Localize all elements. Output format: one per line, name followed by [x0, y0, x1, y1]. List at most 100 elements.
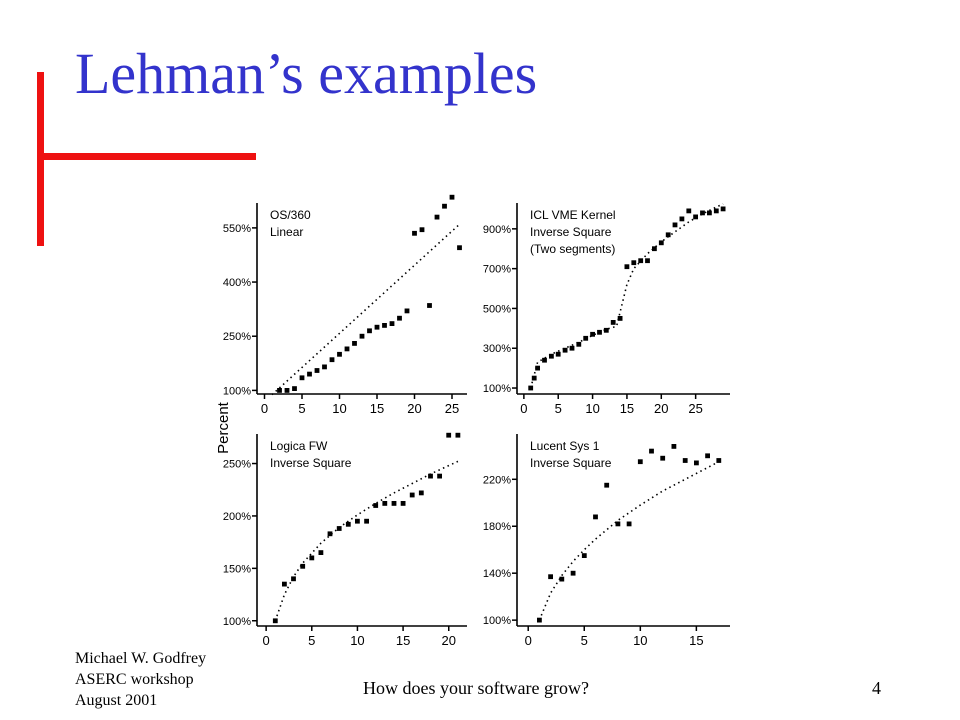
x-tick-label: 5 — [581, 633, 588, 648]
data-point — [671, 444, 677, 449]
x-tick-label: 20 — [442, 633, 456, 648]
y-tick-label: 900% — [483, 224, 511, 236]
data-point — [693, 214, 698, 220]
data-point — [652, 246, 657, 252]
panel-3: 100% 150% 200% 250% 0 5 10 15 20 Logica FW Inverse… — [223, 432, 467, 648]
x-tick-label: 5 — [555, 401, 562, 416]
x-tick-label: 10 — [332, 401, 346, 416]
data-point — [391, 501, 397, 506]
data-point — [446, 432, 452, 438]
panel-title: Logica FW — [270, 439, 328, 453]
panel-subtitle: Inverse Square — [530, 456, 612, 470]
x-tick-label: 20 — [407, 401, 421, 416]
data-point — [292, 386, 297, 391]
panel-4: 100% 140% 180% 220% 0 5 10 15 Lucent Sys 1 Invers… — [483, 434, 730, 648]
data-point — [382, 323, 387, 328]
y-tick-label: 100% — [223, 385, 251, 397]
data-point — [284, 388, 290, 393]
data-point — [389, 321, 395, 326]
data-point — [299, 375, 305, 381]
y-tick-label: 150% — [223, 563, 251, 575]
x-tick-label: 25 — [688, 401, 702, 416]
fit-curve — [538, 460, 720, 621]
data-point — [686, 208, 692, 214]
x-tick-label: 0 — [261, 401, 268, 416]
accent-horizontal-bar — [37, 153, 256, 160]
data-point — [419, 227, 425, 233]
y-tick-label: 400% — [223, 277, 251, 289]
data-point — [282, 581, 287, 587]
data-point — [694, 460, 699, 466]
data-point — [374, 324, 380, 330]
data-point — [624, 264, 630, 270]
data-point — [555, 351, 561, 357]
data-point — [535, 365, 540, 371]
data-point — [617, 316, 623, 321]
data-point — [549, 353, 554, 359]
data-point — [581, 553, 587, 558]
data-point — [336, 526, 342, 531]
data-point — [590, 331, 595, 337]
data-point — [428, 473, 433, 479]
data-point — [542, 357, 547, 363]
x-tick-label: 20 — [654, 401, 668, 416]
data-point — [329, 357, 335, 363]
y-tick-label: 100% — [483, 383, 511, 395]
data-point — [720, 206, 726, 212]
data-point — [705, 453, 710, 459]
data-point — [442, 203, 447, 209]
x-tick-label: 5 — [298, 401, 305, 416]
data-point — [604, 482, 610, 488]
data-point — [412, 230, 417, 236]
panel-subtitle: Inverse Square — [530, 225, 612, 239]
y-tick-label: 100% — [483, 615, 511, 627]
x-tick-label: 10 — [350, 633, 364, 648]
panel-title: ICL VME Kernel — [530, 208, 616, 222]
data-point — [427, 303, 432, 308]
footer-author: Michael W. Godfrey — [75, 650, 207, 667]
data-point — [626, 521, 632, 527]
data-point — [337, 351, 342, 357]
footer-event: ASERC workshop — [75, 671, 194, 688]
x-tick-label: 25 — [445, 401, 459, 416]
y-tick-label: 200% — [223, 511, 251, 523]
data-point — [397, 315, 402, 321]
y-tick-label: 300% — [483, 343, 511, 355]
data-point — [700, 210, 705, 216]
data-point — [345, 521, 351, 527]
data-point — [344, 346, 350, 352]
data-point — [569, 345, 575, 351]
data-point — [603, 327, 609, 333]
data-point — [367, 328, 372, 334]
y-tick-label: 100% — [223, 616, 251, 628]
x-tick-label: 15 — [370, 401, 384, 416]
panel-title: Lucent Sys 1 — [530, 439, 600, 453]
data-point — [631, 260, 637, 266]
x-tick-label: 0 — [525, 633, 532, 648]
data-point — [531, 375, 537, 381]
data-point — [307, 371, 312, 377]
data-point — [352, 341, 357, 346]
data-point — [418, 490, 424, 496]
data-point — [593, 514, 598, 520]
x-tick-label: 15 — [689, 633, 703, 648]
data-point — [272, 618, 278, 624]
panel-title: OS/360 — [270, 208, 311, 222]
x-tick-label: 10 — [585, 401, 599, 416]
data-point — [382, 501, 388, 506]
data-point — [610, 320, 616, 325]
data-point — [637, 459, 643, 465]
data-point — [404, 308, 410, 314]
footer-title: How does your software grow? — [363, 678, 589, 698]
data-point — [548, 574, 553, 580]
data-point — [277, 388, 282, 393]
data-point — [364, 518, 369, 524]
data-point — [400, 501, 406, 506]
data-point — [359, 333, 365, 339]
data-point — [679, 216, 685, 222]
data-point — [373, 503, 379, 508]
data-point — [355, 518, 360, 524]
data-point — [682, 458, 688, 463]
data-point — [713, 208, 719, 214]
panel-1: 100% 250% 400% 550% 0 5 10 15 20 25 OS/360 Linear — [223, 194, 467, 416]
